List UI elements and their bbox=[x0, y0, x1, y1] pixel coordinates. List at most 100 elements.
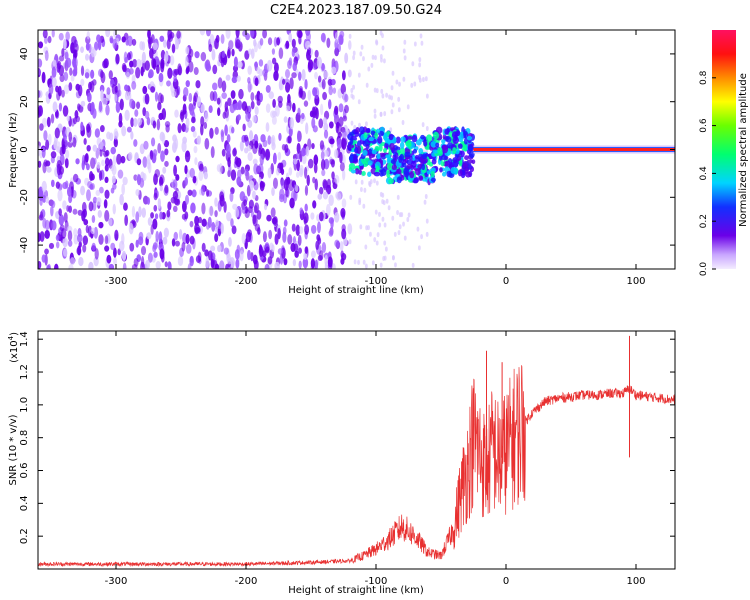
heatmap-cell bbox=[441, 139, 446, 144]
heatmap-cell bbox=[349, 194, 353, 200]
heatmap-cell bbox=[110, 242, 116, 251]
heatmap-cell bbox=[192, 130, 197, 138]
heatmap-cell bbox=[180, 109, 185, 117]
heatmap-cell bbox=[339, 151, 343, 164]
heatmap-cell bbox=[417, 245, 421, 251]
spectrogram-y-tick-label: 40 bbox=[19, 48, 30, 61]
heatmap-cell bbox=[164, 184, 169, 194]
heatmap-cell bbox=[115, 53, 120, 65]
heatmap-cell bbox=[326, 178, 331, 189]
snr-y-tick-label: 0.6 bbox=[19, 463, 30, 479]
heatmap-cell bbox=[313, 162, 318, 174]
heatmap-cell bbox=[396, 168, 402, 175]
heatmap-cell bbox=[431, 158, 437, 165]
heatmap-cell bbox=[83, 154, 89, 166]
heatmap-cell bbox=[247, 229, 252, 237]
heatmap-cell bbox=[72, 58, 77, 66]
heatmap-cell bbox=[265, 103, 271, 113]
heatmap-cell bbox=[203, 171, 208, 180]
heatmap-cell bbox=[69, 67, 73, 76]
heatmap-cell bbox=[147, 252, 153, 263]
heatmap-cell bbox=[70, 186, 74, 198]
heatmap-cell bbox=[316, 234, 321, 242]
heatmap-cell bbox=[177, 256, 184, 267]
heatmap-cell bbox=[362, 203, 366, 209]
snr-y-tick-label: 0.4 bbox=[19, 495, 30, 511]
heatmap-cell bbox=[162, 166, 167, 174]
heatmap-cell bbox=[252, 158, 258, 165]
heatmap-cell bbox=[121, 36, 126, 43]
heatmap-cell bbox=[331, 78, 336, 86]
heatmap-cell bbox=[67, 239, 73, 247]
heatmap-cell bbox=[254, 202, 260, 214]
heatmap-cell bbox=[47, 263, 52, 269]
heatmap-cell bbox=[183, 87, 189, 97]
heatmap-cell bbox=[410, 82, 414, 88]
heatmap-cell bbox=[38, 58, 43, 68]
heatmap-cell bbox=[225, 30, 231, 39]
heatmap-cell bbox=[124, 91, 130, 101]
colorbar-gradient bbox=[712, 30, 736, 269]
heatmap-cell bbox=[120, 155, 126, 164]
heatmap-cell bbox=[158, 231, 163, 243]
heatmap-cell bbox=[374, 55, 377, 61]
heatmap-cell bbox=[205, 256, 210, 268]
heatmap-cell bbox=[142, 85, 148, 95]
heatmap-cell bbox=[463, 131, 469, 139]
heatmap-cell bbox=[80, 185, 86, 196]
heatmap-cell bbox=[418, 74, 421, 80]
heatmap-cell bbox=[91, 48, 97, 58]
heatmap-cell bbox=[414, 154, 420, 160]
heatmap-cell bbox=[241, 232, 246, 245]
heatmap-cell bbox=[342, 168, 346, 181]
heatmap-cell bbox=[334, 47, 340, 57]
heatmap-cell bbox=[46, 116, 51, 128]
heatmap-cell bbox=[232, 148, 237, 157]
heatmap-cell bbox=[215, 34, 220, 44]
heatmap-cell bbox=[231, 126, 235, 134]
heatmap-cell bbox=[200, 51, 207, 62]
heatmap-cell bbox=[430, 170, 435, 178]
heatmap-cell bbox=[412, 177, 419, 184]
heatmap-cell bbox=[336, 138, 343, 149]
heatmap-cell bbox=[54, 127, 60, 139]
heatmap-cell bbox=[379, 111, 383, 117]
heatmap-cell bbox=[458, 158, 463, 167]
heatmap-cell bbox=[99, 84, 105, 93]
heatmap-cell bbox=[318, 186, 324, 195]
heatmap-cell bbox=[158, 72, 164, 83]
heatmap-cell bbox=[41, 146, 46, 159]
heatmap-cell bbox=[386, 169, 390, 175]
heatmap-cell bbox=[141, 51, 146, 64]
heatmap-cell bbox=[376, 232, 380, 238]
heatmap-cell bbox=[265, 122, 270, 132]
heatmap-cell bbox=[313, 154, 319, 166]
heatmap-cell bbox=[195, 80, 201, 89]
heatmap-cell bbox=[317, 221, 321, 234]
heatmap-cell bbox=[341, 228, 347, 240]
colorbar-tick-label: 0.0 bbox=[699, 262, 709, 277]
heatmap-cell bbox=[128, 222, 134, 235]
heatmap-cell bbox=[166, 80, 171, 87]
heatmap-cell bbox=[321, 78, 326, 90]
heatmap-cell bbox=[422, 77, 425, 83]
heatmap-cell bbox=[192, 175, 197, 184]
heatmap-cell bbox=[381, 93, 385, 99]
heatmap-cell bbox=[304, 185, 309, 196]
heatmap-cell bbox=[110, 187, 115, 194]
heatmap-cell bbox=[347, 144, 355, 149]
heatmap-cell bbox=[68, 82, 73, 92]
heatmap-cell bbox=[57, 60, 62, 70]
heatmap-cell bbox=[153, 192, 158, 201]
heatmap-cell bbox=[96, 197, 102, 206]
heatmap-cell bbox=[379, 169, 384, 177]
heatmap-cell bbox=[379, 191, 383, 197]
heatmap-cell bbox=[242, 123, 246, 132]
heatmap-cell bbox=[364, 263, 368, 269]
heatmap-cell bbox=[376, 153, 381, 160]
heatmap-cell bbox=[299, 207, 304, 215]
heatmap-cell bbox=[452, 157, 458, 164]
heatmap-cell bbox=[204, 249, 209, 257]
heatmap-cell bbox=[113, 256, 117, 266]
heatmap-cell bbox=[398, 224, 402, 230]
